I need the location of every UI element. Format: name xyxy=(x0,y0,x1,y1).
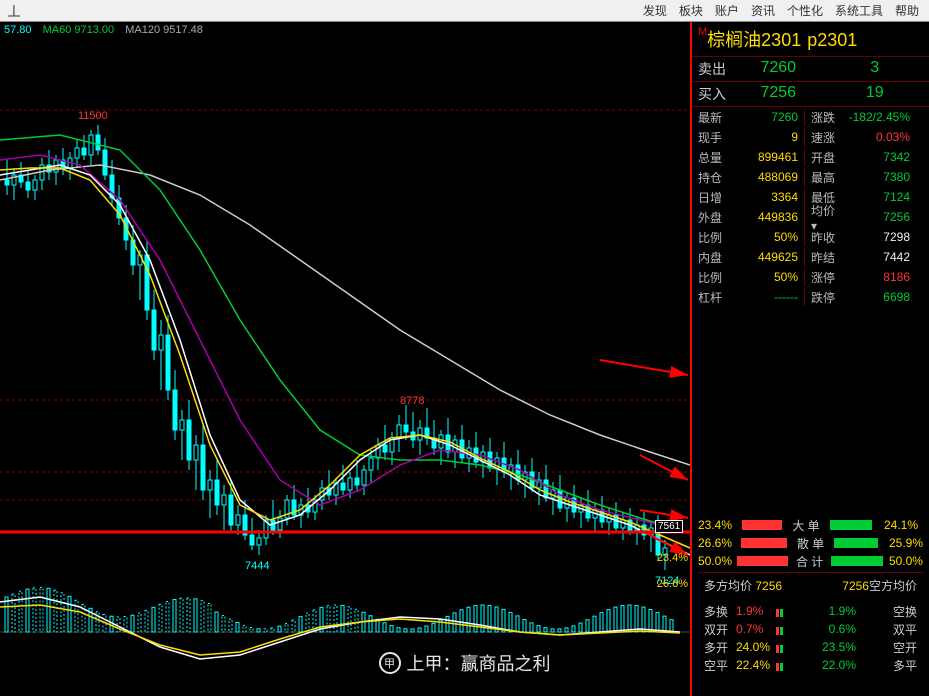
quote-data-row: 比例50%昨收7298 xyxy=(692,227,929,247)
buy-quote-row[interactable]: 买入 7256 19 xyxy=(692,81,929,106)
order-flow-row: 50.0%合 计50.0% xyxy=(698,552,923,570)
order-flow-row: 23.4%大 单24.1% xyxy=(698,516,923,534)
order-flow-panel: 23.4%大 单24.1%26.6%散 单25.9%50.0%合 计50.0% 多… xyxy=(692,512,929,682)
price-annotation: 7444 xyxy=(245,560,269,572)
menu-item[interactable]: 板块 xyxy=(673,4,709,18)
swap-rows: 多换1.9%1.9%空换双开0.7%0.6%双平多开24.0%23.5%空开空平… xyxy=(698,598,923,678)
quote-data-row: 外盘449836均价▾7256 xyxy=(692,207,929,227)
watermark-logo-icon: 甲 xyxy=(379,652,401,674)
quote-data-row: 内盘449625昨结7442 xyxy=(692,247,929,267)
sell-quote-row[interactable]: 卖出 7260 3 xyxy=(692,56,929,81)
menu-item[interactable]: 账户 xyxy=(709,4,745,18)
ma30-label: 57.80 xyxy=(4,24,32,36)
candlestick-chart[interactable]: 11500877874447124756123.4%26.6% xyxy=(0,40,690,570)
ma120-label: MA120 9517.48 xyxy=(125,24,203,36)
menubar: 明自⇔⤢▷◁—/%⬚丄K∿⌇┊⚬▬≡⬇♡ 发现板块账户资讯个性化系统工具帮助 xyxy=(0,0,929,22)
avg-price-row: 多方均价 72567256空方均价 xyxy=(698,572,923,598)
quote-data-row: 杠杆------跌停6698 xyxy=(692,287,929,307)
quote-data-grid: 最新7260涨跌-182/2.45%现手9速涨0.03%总量899461开盘73… xyxy=(692,106,929,307)
toolbar-tool[interactable]: 丄 xyxy=(4,2,24,20)
instrument-title: M棕榈油2301p2301 xyxy=(692,22,929,56)
price-annotation: 8778 xyxy=(400,395,424,407)
order-flow-row: 26.6%散 单25.9% xyxy=(698,534,923,552)
quote-data-row: 持仓488069最高7380 xyxy=(692,167,929,187)
watermark: 甲 上甲：赢商品之利 xyxy=(379,650,551,676)
ma60-label: MA60 9713.00 xyxy=(43,24,115,36)
chart-main-area: 57.80 MA60 9713.00 MA120 9517.48 11500 87… xyxy=(0,22,690,696)
quote-data-row: 现手9速涨0.03% xyxy=(692,127,929,147)
menu-item[interactable]: 个性化 xyxy=(781,4,829,18)
quote-data-row: 最新7260涨跌-182/2.45% xyxy=(692,107,929,127)
menu-item[interactable]: 资讯 xyxy=(745,4,781,18)
quote-side-panel: M棕榈油2301p2301 卖出 7260 3 买入 7256 19 最新726… xyxy=(690,22,929,696)
macd-sub-chart[interactable] xyxy=(0,577,690,692)
fib-level-label: 23.4% xyxy=(657,552,688,564)
menu-item[interactable]: 发现 xyxy=(637,4,673,18)
quote-data-row: 总量899461开盘7342 xyxy=(692,147,929,167)
menu-item[interactable]: 系统工具 xyxy=(829,4,889,18)
menu-item[interactable]: 帮助 xyxy=(889,4,925,18)
price-annotation: 11500 xyxy=(78,110,108,122)
price-box-label: 7561 xyxy=(655,520,683,533)
quote-data-row: 比例50%涨停8186 xyxy=(692,267,929,287)
ma-indicator-header: 57.80 MA60 9713.00 MA120 9517.48 xyxy=(4,24,211,36)
